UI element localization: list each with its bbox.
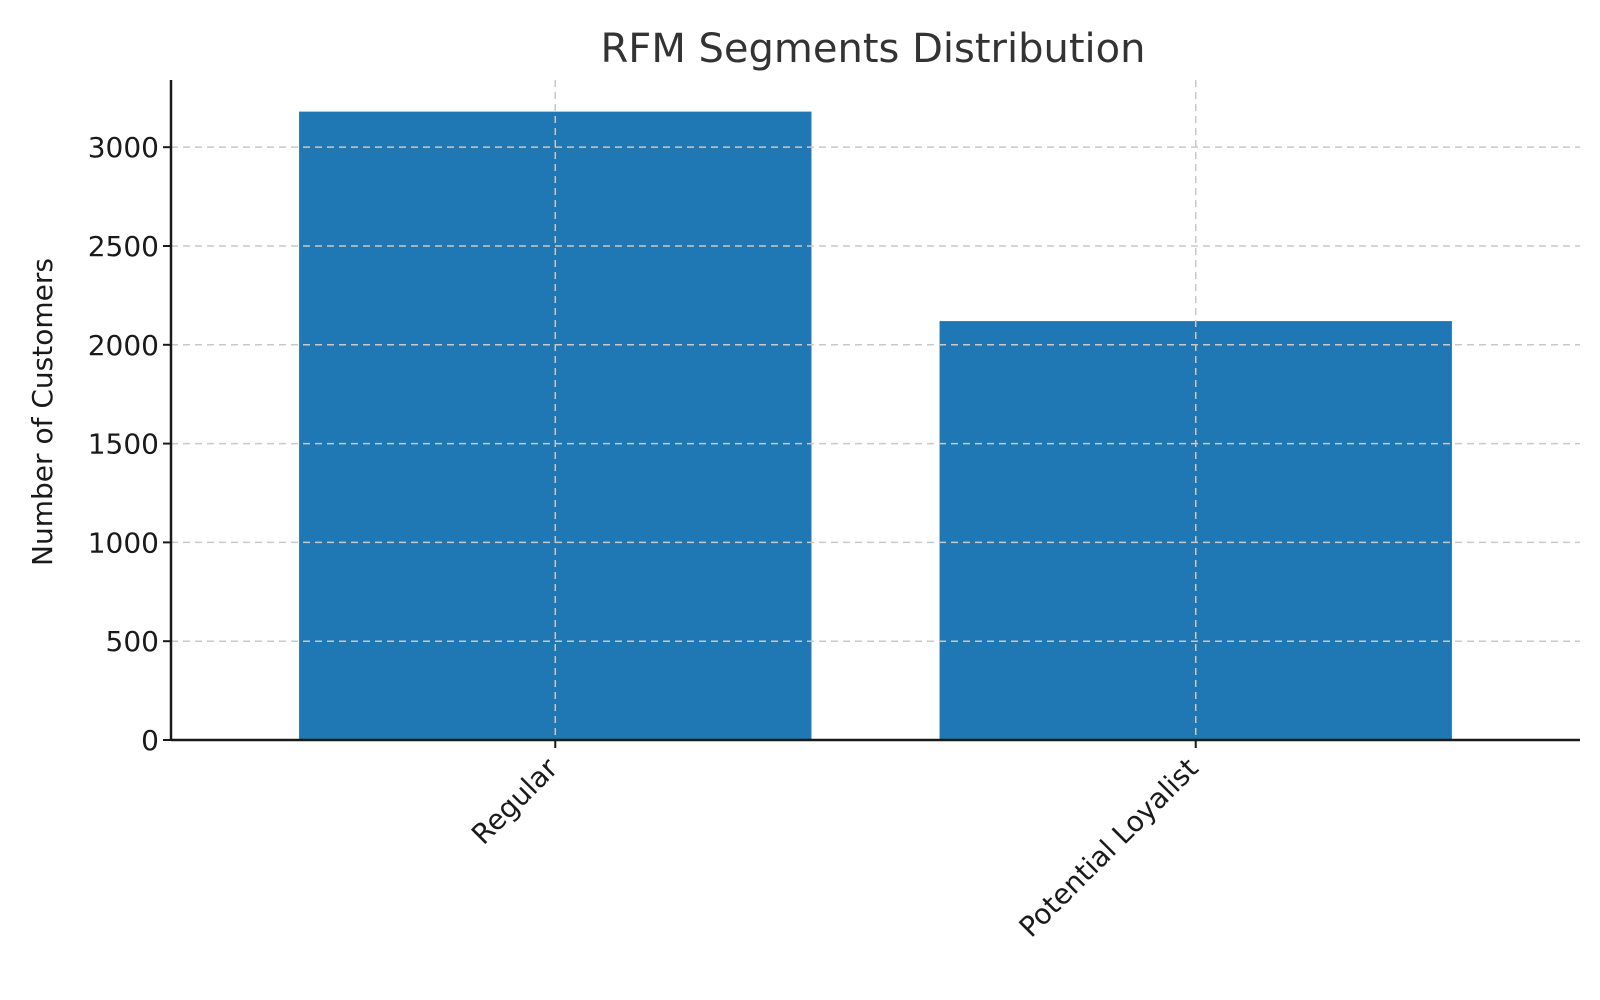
x-tick-label: Regular xyxy=(465,751,565,851)
y-tick-label: 3000 xyxy=(88,131,159,164)
axes xyxy=(163,80,1580,748)
grid-lines xyxy=(171,80,1580,740)
x-tick-labels: Regular Potential Loyalist xyxy=(465,751,1205,943)
y-tick-label: 1000 xyxy=(88,526,159,559)
y-tick-label: 500 xyxy=(106,625,159,658)
y-tick-labels: 0 500 1000 1500 2000 2500 3000 xyxy=(88,131,159,757)
y-tick-label: 2500 xyxy=(88,230,159,263)
x-tick-label: Potential Loyalist xyxy=(1013,752,1205,944)
y-tick-label: 0 xyxy=(141,724,159,757)
y-tick-label: 2000 xyxy=(88,329,159,362)
bars xyxy=(299,111,1452,741)
y-axis-label: Number of Customers xyxy=(26,258,59,566)
y-tick-label: 1500 xyxy=(88,428,159,461)
chart-title: RFM Segments Distribution xyxy=(601,26,1146,72)
